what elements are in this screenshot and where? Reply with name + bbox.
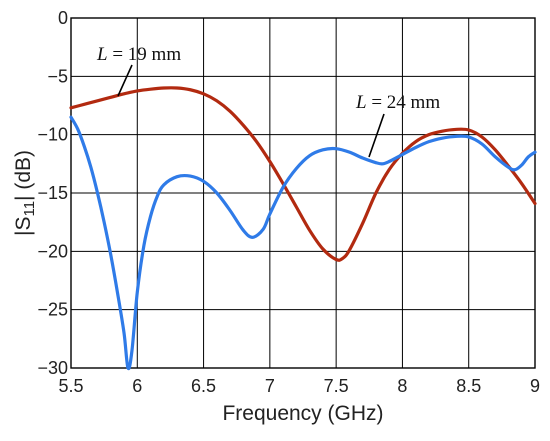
series-annotation-l24: L = 24 mm bbox=[355, 92, 440, 113]
y-tick-label: −15 bbox=[37, 183, 68, 203]
y-axis-title-prefix: |S bbox=[12, 217, 35, 236]
y-axis-title-subscript: 11 bbox=[21, 201, 38, 217]
y-tick-label: −25 bbox=[37, 300, 68, 320]
annotation-layer: L = 19 mm L = 24 mm bbox=[96, 44, 440, 158]
x-tick-label: 7.5 bbox=[324, 376, 349, 396]
x-tick-label: 8.5 bbox=[456, 376, 481, 396]
y-tick-label: −20 bbox=[37, 241, 68, 261]
grid bbox=[70, 17, 536, 369]
y-tick-label: −10 bbox=[37, 125, 68, 145]
annotation-leader-line bbox=[368, 113, 385, 158]
y-tick-label: 0 bbox=[58, 8, 68, 28]
x-tick-label: 6.5 bbox=[191, 376, 216, 396]
y-tick-label: −30 bbox=[37, 358, 68, 378]
series-layer bbox=[69, 86, 537, 371]
y-axis-title: |S11| (dB) bbox=[12, 150, 38, 236]
x-tick-label: 7 bbox=[265, 376, 275, 396]
x-tick-label: 8 bbox=[397, 376, 407, 396]
x-axis-title: Frequency (GHz) bbox=[222, 402, 383, 425]
x-tick-labels: 5.5 6 6.5 7 7.5 8 8.5 9 bbox=[58, 376, 540, 396]
x-tick-label: 6 bbox=[132, 376, 142, 396]
x-tick-label: 5.5 bbox=[58, 376, 83, 396]
y-axis-title-suffix: | (dB) bbox=[12, 150, 35, 201]
x-tick-label: 9 bbox=[530, 376, 540, 396]
annotation-leader-line bbox=[117, 64, 133, 97]
plot-frame bbox=[70, 17, 536, 369]
y-tick-label: −5 bbox=[47, 66, 68, 86]
series-annotation-l19: L = 19 mm bbox=[96, 44, 181, 65]
series-line-l24 bbox=[69, 115, 537, 371]
series-line-l19 bbox=[69, 86, 537, 262]
y-tick-labels: 0 −5 −10 −15 −20 −25 −30 bbox=[37, 8, 68, 378]
